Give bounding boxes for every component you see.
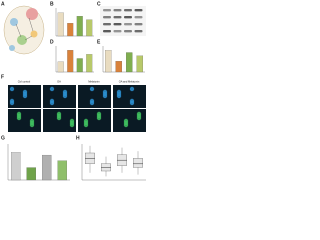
micrograph	[43, 85, 76, 108]
blot-band	[113, 30, 122, 33]
micrograph	[8, 109, 41, 132]
diagram	[3, 5, 45, 55]
bar	[136, 55, 144, 73]
bar	[125, 52, 133, 73]
cell	[9, 86, 15, 92]
column-label: Ctrl control	[18, 80, 31, 84]
bar	[115, 61, 122, 73]
figure: A B C D E F G H Ctrl control OA Melatonin OA and Me…	[1, 1, 146, 181]
cell	[136, 111, 142, 117]
cell	[49, 98, 55, 104]
column-label: Melatonin	[88, 80, 100, 84]
panel-label: A	[1, 1, 5, 7]
column-label: OA	[57, 80, 61, 84]
cell	[89, 98, 95, 104]
cell	[29, 118, 35, 124]
bar	[76, 58, 83, 73]
blot-band	[103, 30, 111, 33]
cell	[89, 86, 95, 92]
blot-band	[124, 16, 132, 19]
bar	[57, 61, 64, 73]
bar	[11, 152, 21, 181]
blot-band	[113, 16, 122, 19]
panel-label: G	[1, 135, 5, 141]
blot-band	[124, 9, 132, 12]
bar	[76, 16, 83, 37]
western-blot	[103, 9, 143, 33]
blot-band	[124, 23, 132, 26]
cell	[129, 86, 135, 92]
bar	[57, 160, 67, 181]
column-label: OA and Melatonin	[119, 80, 140, 84]
blot-band	[124, 30, 132, 33]
cell	[22, 89, 28, 95]
cell	[16, 111, 22, 117]
cell	[69, 118, 75, 124]
cell	[116, 89, 122, 95]
cell	[62, 89, 68, 95]
bar	[41, 154, 52, 181]
blot-band	[103, 9, 111, 12]
panel-label: B	[50, 1, 54, 7]
cell	[49, 86, 55, 92]
micrograph	[78, 109, 111, 132]
bar	[67, 50, 74, 73]
blot-band	[103, 23, 111, 26]
bar	[86, 54, 93, 73]
blot-band	[134, 23, 143, 26]
panel-label: F	[1, 74, 4, 80]
blot-band	[134, 9, 143, 12]
micrograph	[78, 85, 111, 108]
cell	[96, 111, 102, 117]
cell	[123, 118, 129, 124]
bar	[26, 167, 37, 181]
blot-band	[113, 9, 122, 12]
cell	[83, 118, 89, 124]
bar	[67, 23, 74, 37]
panel-label: C	[97, 1, 101, 7]
micrograph	[113, 85, 146, 108]
blot-band	[103, 16, 111, 19]
cell	[102, 89, 108, 95]
box	[133, 158, 143, 168]
cell	[9, 98, 15, 104]
panel-label: H	[76, 135, 80, 141]
bar	[86, 19, 93, 37]
bar	[104, 50, 112, 73]
cell	[129, 98, 135, 104]
blot-band	[134, 30, 143, 33]
bar	[57, 12, 64, 37]
micrograph	[113, 109, 146, 132]
cell	[56, 111, 62, 117]
blot-band	[134, 16, 143, 19]
micrograph	[43, 109, 76, 132]
panel-label: E	[97, 39, 101, 45]
blot-band	[113, 23, 122, 26]
panel-label: D	[50, 39, 54, 45]
